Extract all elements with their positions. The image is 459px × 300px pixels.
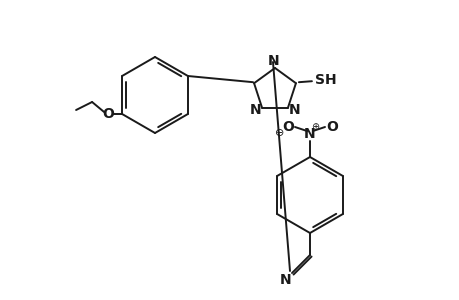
- Text: SH: SH: [314, 73, 336, 87]
- Text: N: N: [303, 127, 315, 141]
- Text: N: N: [268, 54, 279, 68]
- Text: N: N: [249, 103, 260, 117]
- Text: ⊖: ⊖: [275, 128, 284, 138]
- Text: O: O: [325, 120, 337, 134]
- Text: O: O: [281, 120, 293, 134]
- Text: N: N: [289, 103, 300, 117]
- Text: ⊕: ⊕: [311, 122, 319, 132]
- Text: O: O: [102, 107, 114, 121]
- Text: N: N: [280, 273, 291, 287]
